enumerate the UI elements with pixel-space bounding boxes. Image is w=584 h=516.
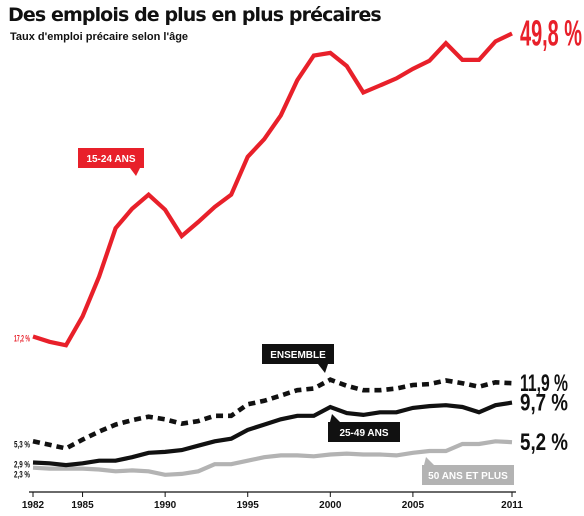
series-line-50-ans-et-plus: [32, 439, 513, 477]
x-tick-label: 2011: [501, 500, 523, 511]
x-tick-label: 1982: [22, 500, 45, 511]
end-value-label: 9,7 %: [520, 390, 568, 417]
series-line-15-24-ans: [32, 31, 513, 348]
chart-subtitle: Taux d'emploi précaire selon l'âge: [10, 31, 189, 43]
series-labels: 17,2 % 49,8 % 5,3 % 11,9 % 2,9 % 9,7 % 2,3 % 5,…: [14, 13, 582, 485]
callout-pointer: [318, 364, 328, 373]
x-tick-label: 2005: [402, 500, 425, 511]
callout-pointer: [424, 457, 434, 465]
start-value-label: 2,9 %: [14, 459, 30, 469]
series-line-25-49-ans: [32, 400, 513, 468]
series-name-label: 25-49 ANS: [339, 428, 388, 439]
series-lines: [32, 31, 513, 477]
start-value-label: 2,3 %: [14, 470, 30, 480]
callout-box-ensemble: [262, 344, 334, 364]
series-name-label: ENSEMBLE: [270, 350, 326, 361]
series-line-ensemble: [32, 377, 513, 451]
x-axis: 1982 1985 1990 1995 2000 2005 2011: [22, 491, 523, 511]
callout-box-50-ans-et-plus: [422, 465, 514, 485]
series-name-label: 15-24 ANS: [86, 154, 135, 165]
chart-title: Des emplois de plus en plus précaires: [8, 4, 382, 26]
end-value-label: 49,8 %: [520, 13, 582, 54]
x-tick-label: 1985: [71, 500, 94, 511]
callout-pointer: [330, 414, 340, 422]
callout-pointer: [130, 168, 140, 176]
series-name-label: 50 ANS ET PLUS: [428, 471, 508, 482]
start-value-label: 5,3 %: [14, 439, 30, 449]
start-value-label: 17,2 %: [14, 334, 30, 344]
end-value-label: 5,2 %: [520, 429, 568, 456]
callout-box-15-24-ans: [78, 148, 144, 168]
x-tick-label: 2000: [319, 500, 342, 511]
x-tick-label: 1990: [154, 500, 177, 511]
x-tick-label: 1995: [237, 500, 260, 511]
end-value-label: 11,9 %: [520, 370, 568, 397]
callout-box-25-49-ans: [328, 422, 400, 442]
